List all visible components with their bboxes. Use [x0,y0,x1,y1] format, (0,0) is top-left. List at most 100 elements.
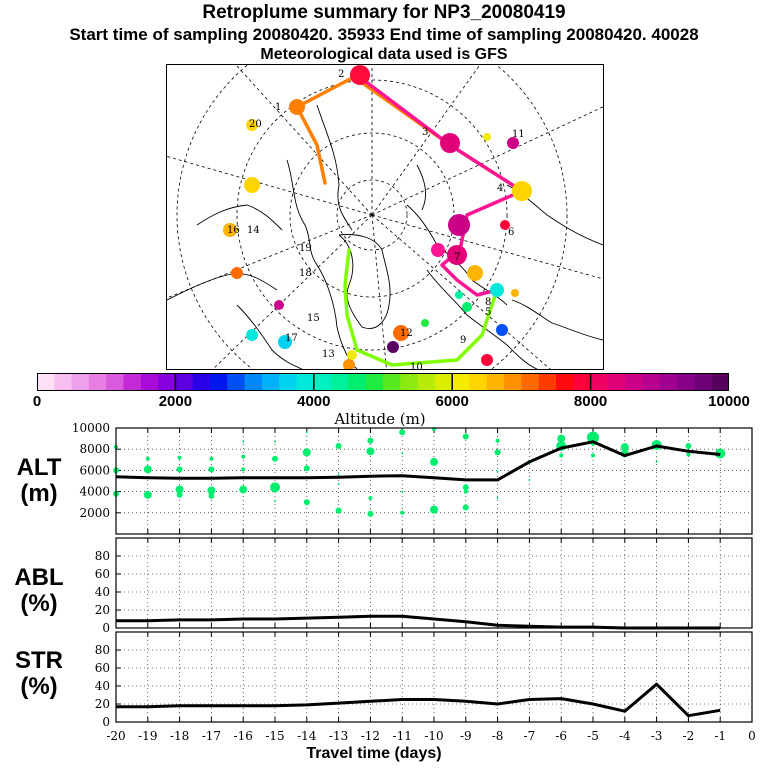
colorbar-swatch [556,373,574,391]
altitude-scatter-dot [366,447,375,456]
y-tick-label: 60 [95,567,110,581]
altitude-scatter-dot [303,499,310,506]
altitude-scatter-dot [241,454,246,459]
series-line-alt [115,440,721,482]
altitude-scatter-dot [335,443,342,450]
colorbar-swatch [590,373,609,391]
y-tick-label: 8000 [79,442,110,456]
colorbar-swatch [37,373,55,391]
cluster-label: 4 [497,183,503,194]
panel-label-alt: ALT (m) [0,455,89,507]
x-tick-label: -6 [555,729,567,743]
x-tick-label: -3 [651,729,663,743]
sampling-times: Start time of sampling 20080420. 35933 E… [69,25,699,44]
x-tick-label: -10 [424,729,443,743]
altitude-scatter-dot [143,465,152,474]
cluster-dot [231,267,243,279]
colorbar-title: Altitude (m) [334,410,426,428]
x-tick-label: -1 [714,729,726,743]
altitude-scatter-dot [528,478,531,481]
altitude-scatter-dot [368,495,373,500]
colorbar-swatch [452,373,470,391]
cluster-label: 18 [299,268,312,279]
colorbar-tick-label: 10000 [708,393,750,410]
cluster-dot [278,335,292,349]
colorbar-tick-label: 0 [32,393,42,410]
altitude-scatter-dot [143,490,152,499]
colorbar-tick-label: 8000 [573,393,608,410]
panel-label-line: STR [15,647,63,674]
altitude-scatter-dot [400,510,405,515]
y-tick-label: 60 [95,661,110,675]
x-tick-label: -14 [297,729,317,743]
panel-str: 80 60 40 20 0 [95,631,753,729]
cluster-dot [440,133,460,153]
colorbar-swatch [71,373,90,391]
altitude-scatter-dot [559,453,564,458]
y-tick-label: 20 [95,603,110,617]
cluster-label: 2 [338,69,344,80]
panel-label-abl: ABL (%) [0,565,89,617]
colorbar-swatch [140,373,159,391]
cluster-label: 14 [247,225,260,236]
cluster-dot [421,319,429,327]
colorbar-tick-label: 4000 [297,393,331,410]
x-tick-label: -7 [524,729,536,743]
cluster-label: 11 [512,129,525,140]
cluster-dot [448,214,470,236]
y-tick-label: 6000 [79,463,110,477]
chart-title: Retroplume summary for NP3_20080419 [202,2,566,23]
colorbar-swatch [279,373,297,391]
cluster-dot [500,220,510,230]
y-tick-label: 0 [102,715,110,729]
x-tick-label: -8 [492,729,504,743]
y-tick-label: 0 [102,621,110,635]
series-line-abl [116,614,721,630]
altitude-scatter-dot [209,456,214,461]
colorbar-swatch [677,373,695,391]
cluster-label: 20 [249,119,262,130]
colorbar-swatch [106,373,124,391]
altitude-scatter-dot [430,457,438,466]
cluster-dot [274,300,284,310]
colorbar-swatch [504,373,522,391]
altitude-scatter-dot [241,467,246,472]
cluster-label: 10 [410,362,423,369]
cluster-label: 13 [322,349,335,360]
altitude-scatter-dot [337,473,340,476]
colorbar-swatch [538,373,557,391]
cluster-dot [431,243,445,257]
x-axis-title: Travel time (days) [306,745,441,762]
cluster-label: 6 [508,227,514,238]
x-tick-label: -20 [106,729,125,743]
y-tick-label: 40 [95,679,110,693]
colorbar-swatch [331,373,349,391]
altitude-scatter-dot [239,485,248,494]
altitude-scatter-dot [145,456,150,461]
cluster-dot [246,329,258,341]
altitude-scatter-dot [620,443,629,452]
x-tick-label: -17 [202,729,221,743]
colorbar-swatch [158,373,176,391]
cluster-dot [347,350,357,360]
x-tick-label: -13 [329,729,348,743]
cluster-label: 8 [485,297,491,308]
cluster-label: 15 [307,313,320,324]
panel-label-line: (m) [20,480,58,507]
retroplume-map: 1 2 3 4 5 6 7 8 9 10 11 12 13 14 15 16 17 18 19 20 [166,64,604,370]
panel-label-line: (%) [20,590,58,617]
y-tick-label: 4000 [79,485,110,499]
cluster-dot [289,99,305,115]
altitude-scatter-dot [272,455,278,462]
cluster-dot [507,137,519,149]
altitude-scatter-dot [462,504,469,511]
cluster-label: 19 [299,243,312,254]
cluster-label: 17 [285,333,298,344]
cluster-dot [511,289,519,297]
altitude-scatter-dot [462,433,469,440]
cluster-dot [393,325,409,341]
colorbar-swatch [417,373,436,391]
y-tick-label: 80 [95,549,110,563]
cluster-dot [512,181,532,201]
